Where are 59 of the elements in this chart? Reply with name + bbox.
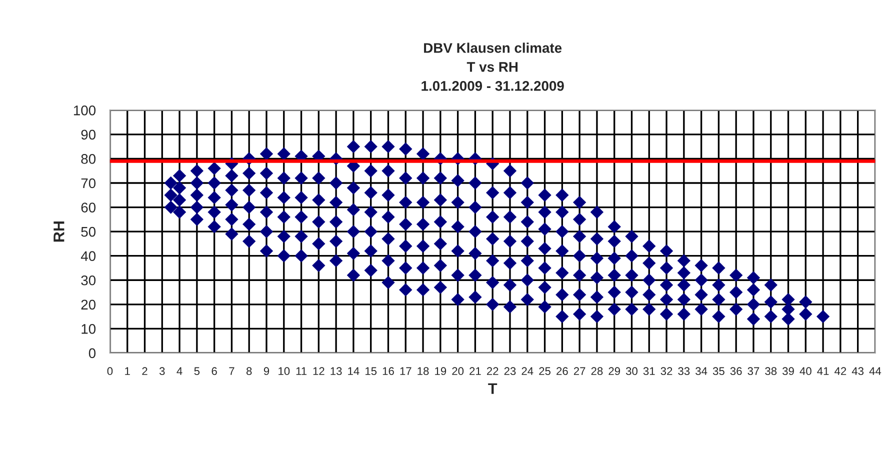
x-tick-label: 10 — [278, 367, 290, 376]
x-tick-label: 32 — [660, 367, 672, 376]
y-tick-label: 70 — [81, 178, 96, 188]
x-tick-label: 30 — [626, 367, 638, 376]
x-tick-label: 4 — [176, 367, 182, 375]
x-tick-label: 0 — [107, 367, 113, 376]
x-tick-label: 17 — [400, 367, 412, 375]
x-tick-label: 3 — [159, 367, 165, 376]
y-tick-label: 40 — [80, 251, 96, 262]
x-tick-label: 27 — [574, 367, 586, 375]
x-tick-label: 18 — [418, 367, 429, 376]
x-tick-label: 1 — [125, 367, 130, 375]
x-tick-label: 2 — [142, 367, 148, 375]
x-tick-label: 40 — [800, 367, 812, 376]
chart-title: DBV Klausen climate T vs RH 1.01.2009 - 31.12.2009 — [422, 42, 564, 91]
x-tick-label: 25 — [539, 367, 550, 376]
x-tick-label: 29 — [608, 367, 620, 376]
x-tick-label: 38 — [765, 367, 777, 376]
x-tick-label: 42 — [834, 367, 846, 375]
x-tick-label: 16 — [382, 367, 394, 376]
x-tick-label: 37 — [748, 367, 760, 376]
x-tick-label: 19 — [435, 367, 446, 376]
x-tick-label: 39 — [782, 367, 794, 376]
x-tick-label: 26 — [556, 367, 568, 376]
x-tick-label: 44 — [869, 367, 882, 375]
x-tick-label: 5 — [194, 367, 200, 376]
x-tick-label: 7 — [229, 367, 234, 375]
x-tick-label: 8 — [246, 367, 252, 376]
x-tick-label: 33 — [678, 367, 690, 376]
y-tick-label: 60 — [81, 202, 96, 212]
x-tick-label: 13 — [330, 367, 342, 376]
y-tick-label: 0 — [88, 348, 96, 358]
y-tick-label: 30 — [81, 275, 96, 286]
x-tick-label: 43 — [852, 367, 864, 376]
x-tick-label: 21 — [470, 367, 481, 375]
x-tick-label: 14 — [348, 367, 360, 375]
y-axis-title: RH — [54, 222, 64, 242]
x-tick-label: 23 — [504, 367, 516, 376]
y-tick-label: 10 — [82, 324, 96, 334]
x-tick-label: 12 — [313, 367, 324, 375]
x-tick-label: 9 — [264, 367, 270, 376]
x-tick-label: 41 — [817, 367, 829, 375]
x-tick-label: 6 — [212, 367, 217, 376]
x-tick-label: 11 — [296, 367, 307, 375]
y-tick-label: 80 — [81, 154, 96, 164]
y-tick-label: 90 — [81, 130, 96, 140]
y-tick-label: 50 — [81, 226, 96, 237]
y-tick-label: 20 — [81, 300, 96, 310]
x-tick-label: 35 — [712, 367, 724, 376]
x-tick-label: 31 — [643, 367, 655, 376]
x-tick-label: 28 — [591, 367, 603, 376]
x-tick-label: 34 — [696, 367, 708, 376]
x-tick-label: 22 — [486, 367, 498, 375]
x-tick-label: 15 — [366, 367, 377, 376]
x-axis-title: T — [488, 383, 498, 394]
x-tick-label: 24 — [522, 367, 534, 375]
y-tick-label: 100 — [74, 105, 96, 116]
x-tick-label: 36 — [730, 367, 742, 376]
x-tick-label: 20 — [452, 367, 464, 376]
